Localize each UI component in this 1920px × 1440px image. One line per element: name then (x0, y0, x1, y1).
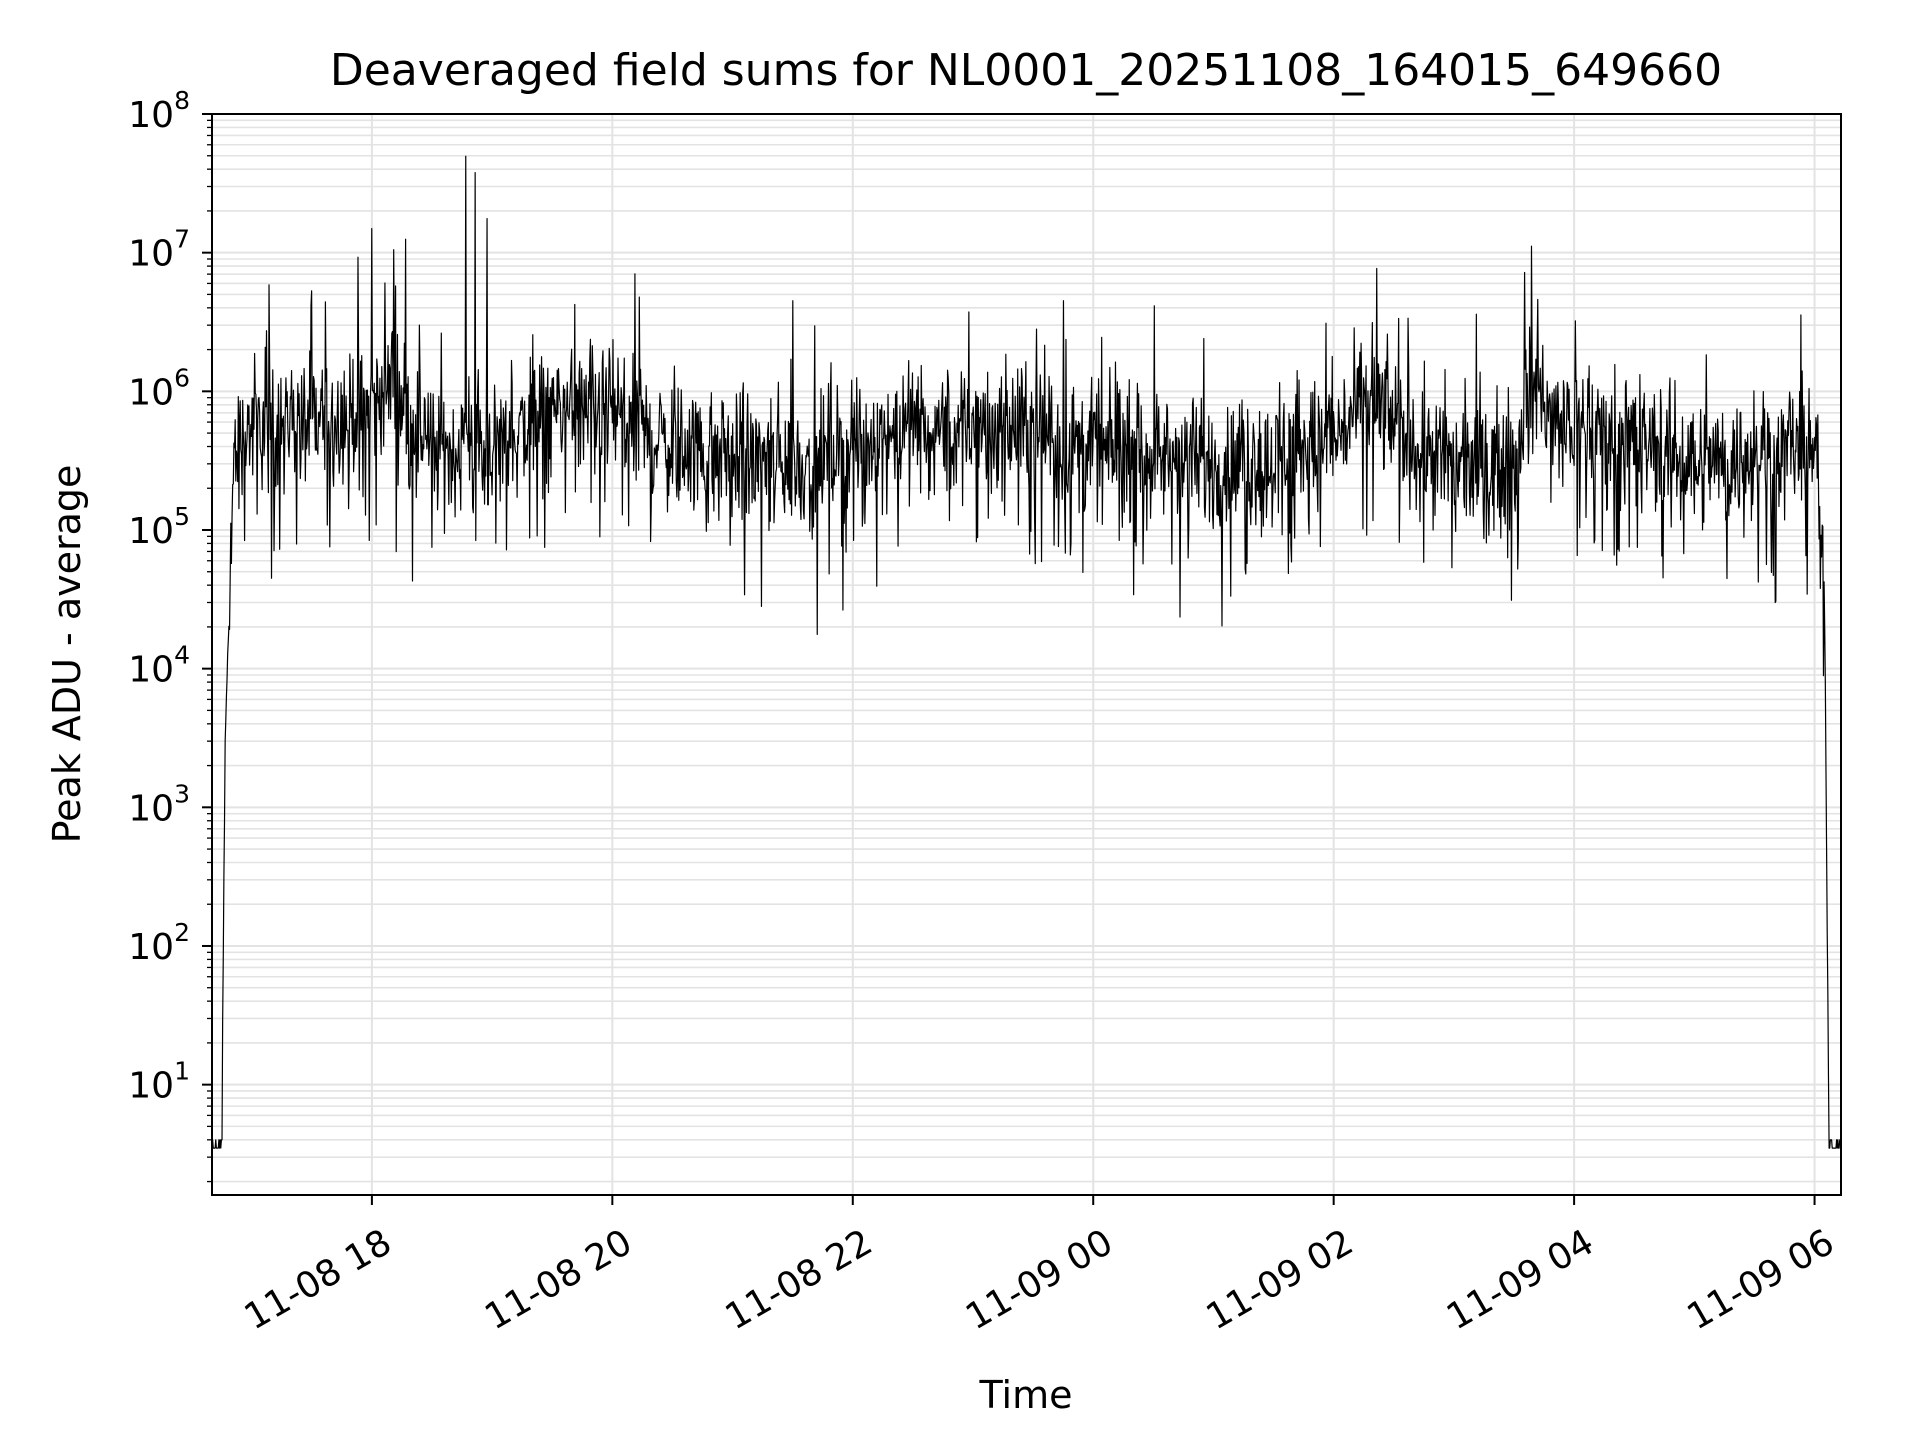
series-line (211, 155, 1841, 1149)
y-tick-exponent: 8 (174, 86, 190, 115)
y-tick-label: 104 (128, 641, 190, 691)
y-tick-base: 10 (128, 927, 174, 968)
y-tick-exponent: 1 (174, 1057, 190, 1086)
grid-lines (212, 113, 1841, 1195)
y-tick-base: 10 (128, 511, 174, 552)
y-tick-label: 108 (128, 86, 190, 136)
y-tick-label: 106 (128, 363, 190, 413)
y-tick-exponent: 4 (174, 641, 190, 670)
y-tick-base: 10 (128, 1066, 174, 1107)
y-tick-exponent: 7 (174, 225, 190, 254)
y-tick-label: 103 (128, 779, 190, 829)
y-axis-label: Peak ADU - average (45, 465, 89, 844)
chart-title: Deaveraged field sums for NL0001_2025110… (330, 45, 1722, 96)
y-tick-base: 10 (128, 95, 174, 136)
y-tick-base: 10 (128, 234, 174, 275)
y-tick-exponent: 2 (174, 918, 190, 947)
x-axis-label: Time (979, 1373, 1073, 1417)
y-tick-label: 102 (128, 918, 190, 968)
y-tick-exponent: 3 (174, 779, 190, 808)
y-tick-exponent: 6 (174, 363, 190, 392)
y-tick-label: 105 (128, 502, 190, 552)
y-tick-label: 107 (128, 225, 190, 275)
y-tick-exponent: 5 (174, 502, 190, 531)
y-tick-base: 10 (128, 788, 174, 829)
y-tick-label: 101 (128, 1057, 190, 1107)
plot-frame (211, 113, 1842, 1196)
y-tick-base: 10 (128, 650, 174, 691)
y-tick-base: 10 (128, 372, 174, 413)
